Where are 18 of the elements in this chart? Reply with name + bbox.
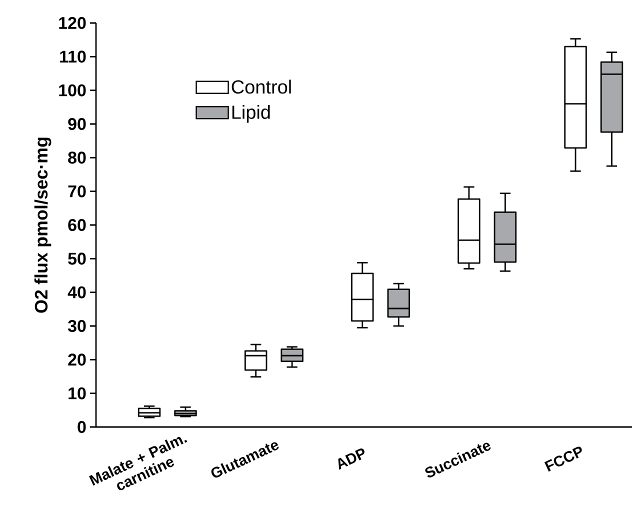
x-tick-label: ADP	[338, 448, 364, 470]
y-tick-label: 10	[68, 387, 86, 400]
y-tick-label: 110	[60, 50, 86, 63]
y-tick-label: 100	[59, 84, 86, 96]
y-tick-label: 60	[68, 218, 86, 232]
y-tick-label: 120	[59, 16, 86, 30]
y-tick-label: 0	[78, 420, 86, 434]
y-tick-label: 30	[68, 320, 86, 332]
y-tick-label: 70	[68, 185, 86, 198]
legend-label: Control	[232, 80, 291, 94]
y-tick-label: 40	[68, 286, 86, 298]
y-tick-label: 80	[68, 152, 86, 164]
x-tick-label: FCCP	[544, 446, 582, 472]
y-tick-label: 90	[68, 118, 86, 130]
y-axis-title: O2 flux pmol/sec·mg	[34, 138, 52, 313]
y-tick-label: 50	[68, 252, 86, 265]
y-tick-label: 20	[68, 354, 86, 366]
legend-label: Lipid	[232, 104, 270, 123]
